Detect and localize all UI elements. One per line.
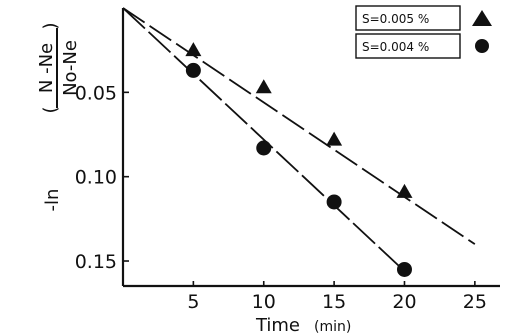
x-axis-title: Time (min): [255, 315, 351, 335]
x-tick-label: 20: [392, 291, 416, 313]
x-tick-label: 10: [252, 291, 276, 313]
legend-triangle-marker: [472, 10, 492, 26]
x-tick-label: 5: [187, 291, 199, 313]
triangle-point: [255, 79, 272, 94]
y-tick-label: 0.15: [75, 251, 117, 273]
axes: [121, 8, 500, 288]
fit-line-1: [122, 7, 476, 245]
legend: S=0.005 % S=0.004 %: [355, 5, 492, 59]
legend-label-1: S=0.005 %: [362, 12, 429, 26]
circle-point: [185, 62, 201, 78]
x-axis-label: Time: [255, 315, 300, 335]
y-tick-label: 0.05: [75, 82, 117, 104]
x-tick-label: 15: [322, 291, 346, 313]
legend-box-2: [355, 33, 461, 59]
x-tick-label: 25: [463, 291, 487, 313]
data-points: [185, 42, 413, 277]
fit-line-2: [122, 7, 406, 272]
y-axis-label-prefix: -ln: [42, 189, 63, 212]
fit-lines: [122, 7, 476, 272]
x-axis-unit: (min): [314, 319, 351, 335]
circle-point: [396, 261, 412, 277]
y-axis-paren-close: ): [40, 22, 61, 29]
y-axis-paren-open: (: [40, 106, 61, 113]
circle-point: [326, 194, 342, 210]
triangle-point: [185, 42, 202, 57]
legend-circle-marker: [475, 39, 489, 53]
triangle-point: [326, 131, 343, 146]
circle-point: [256, 140, 272, 156]
legend-box-1: [355, 5, 461, 31]
tick-labels: 5 10 15 20 25 0.05 0.10 0.15: [75, 82, 487, 313]
y-axis-label-numerator: N -Ne: [36, 43, 57, 93]
y-tick-label: 0.10: [75, 167, 117, 189]
y-axis-label-denominator: No-Ne: [60, 40, 81, 96]
triangle-point: [396, 183, 413, 198]
y-axis-title: -ln ( N -Ne No-Ne ): [36, 22, 81, 211]
legend-label-2: S=0.004 %: [362, 40, 429, 54]
